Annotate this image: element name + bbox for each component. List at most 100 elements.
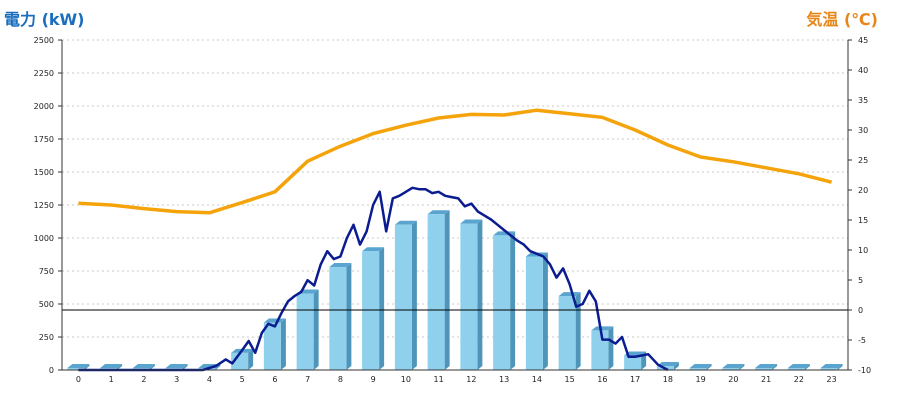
bar-front <box>787 368 805 370</box>
bar-side <box>477 219 483 370</box>
bar <box>820 364 843 370</box>
bar <box>394 220 417 370</box>
bar-top <box>787 364 810 369</box>
x-tick-label: 3 <box>174 375 179 384</box>
x-tick-label: 8 <box>338 375 343 384</box>
y-right-tick-label: 25 <box>858 156 868 165</box>
bar-side <box>804 364 810 370</box>
y-left-tick-label: 250 <box>39 333 54 342</box>
bar-top <box>722 364 745 369</box>
x-tick-label: 6 <box>272 375 277 384</box>
bar-front <box>231 352 249 370</box>
x-tick-label: 23 <box>827 375 837 384</box>
x-tick-label: 15 <box>565 375 575 384</box>
bar <box>722 364 745 370</box>
bar-side <box>739 364 745 370</box>
bar <box>525 252 548 370</box>
bar-top <box>820 364 843 369</box>
y-left-tick-label: 1750 <box>34 135 54 144</box>
bar <box>329 263 352 370</box>
y-left-tick-label: 1500 <box>34 168 54 177</box>
axes: 02505007501000125015001750200022502500-1… <box>34 36 871 384</box>
bar <box>755 364 778 370</box>
bar-top <box>394 220 417 225</box>
bar-side <box>182 364 188 370</box>
bar-side <box>280 318 286 370</box>
bar-side <box>84 364 90 370</box>
bar-top <box>165 364 188 369</box>
y-left-tick-label: 2500 <box>34 36 54 45</box>
y-left-tick-label: 2000 <box>34 102 54 111</box>
grid <box>62 39 848 338</box>
bar-front <box>67 368 85 370</box>
bar-side <box>117 364 123 370</box>
x-tick-label: 1 <box>109 375 114 384</box>
bar-side <box>444 210 450 370</box>
y-right-tick-label: 20 <box>858 186 868 195</box>
bar-front <box>624 355 642 370</box>
x-tick-label: 2 <box>141 375 146 384</box>
x-tick-label: 12 <box>466 375 476 384</box>
bar-side <box>215 364 221 370</box>
line-series <box>78 108 833 372</box>
bar-top <box>362 247 385 252</box>
bar-front <box>362 251 380 370</box>
bar-front <box>493 235 511 370</box>
y-left-tick-label: 1000 <box>34 234 54 243</box>
y-right-tick-label: 0 <box>858 306 863 315</box>
bar-side <box>772 364 778 370</box>
y-left-tick-label: 500 <box>39 300 54 309</box>
y-right-tick-label: 40 <box>858 66 868 75</box>
y-right-tick-label: 5 <box>858 276 863 285</box>
bar-top <box>558 292 581 297</box>
x-tick-label: 0 <box>76 375 81 384</box>
y-right-tick-label: 15 <box>858 216 868 225</box>
bar <box>263 318 286 370</box>
bar-front <box>820 368 838 370</box>
bar-top <box>755 364 778 369</box>
x-tick-label: 14 <box>532 375 542 384</box>
bar-front <box>525 256 543 370</box>
y-left-tick-label: 0 <box>49 366 54 375</box>
bar <box>493 231 516 370</box>
x-tick-label: 13 <box>499 375 509 384</box>
x-tick-label: 21 <box>761 375 771 384</box>
x-tick-label: 9 <box>371 375 376 384</box>
y-left-tick-label: 1250 <box>34 201 54 210</box>
bar-front <box>591 330 609 370</box>
x-tick-label: 20 <box>728 375 738 384</box>
y-right-tick-label: 30 <box>858 126 868 135</box>
bar <box>689 364 712 370</box>
bar-top <box>132 364 155 369</box>
y-left-tick-label: 750 <box>39 267 54 276</box>
bar-top <box>427 210 450 215</box>
x-tick-label: 18 <box>663 375 673 384</box>
x-tick-label: 5 <box>240 375 245 384</box>
x-tick-label: 22 <box>794 375 804 384</box>
bar-front <box>755 368 773 370</box>
bar-front <box>263 322 281 370</box>
power-line <box>78 186 669 372</box>
y-right-tick-label: 10 <box>858 246 868 255</box>
bar-front <box>394 224 412 370</box>
bar-side <box>411 220 417 370</box>
x-tick-label: 16 <box>597 375 607 384</box>
x-tick-label: 11 <box>434 375 444 384</box>
bar-front <box>296 293 314 370</box>
bar-front <box>722 368 740 370</box>
bar-side <box>542 252 548 370</box>
bar-top <box>67 364 90 369</box>
bar-front <box>329 267 347 370</box>
bar-top <box>689 364 712 369</box>
bar-side <box>346 263 352 370</box>
x-tick-label: 4 <box>207 375 212 384</box>
bar <box>558 292 581 370</box>
bar-side <box>149 364 155 370</box>
y-right-tick-label: -5 <box>858 336 866 345</box>
left-axis-title: 電力 (kW) <box>4 10 85 29</box>
bar-side <box>608 326 614 370</box>
bar-side <box>313 289 319 370</box>
bar-side <box>248 348 254 370</box>
bar-side <box>379 247 385 370</box>
bar-front <box>558 296 576 370</box>
